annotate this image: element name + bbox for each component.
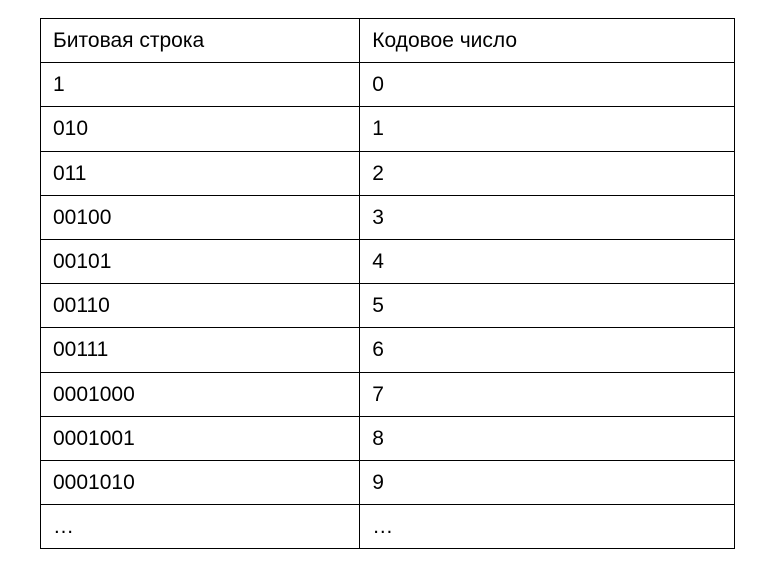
header-bitstring: Битовая строка bbox=[41, 19, 360, 63]
cell-bitstring: 00110 bbox=[41, 284, 360, 328]
cell-codenum: … bbox=[360, 505, 735, 549]
cell-codenum: 3 bbox=[360, 195, 735, 239]
cell-bitstring: 00100 bbox=[41, 195, 360, 239]
cell-bitstring: 010 bbox=[41, 107, 360, 151]
cell-codenum: 7 bbox=[360, 372, 735, 416]
table-row: 011 2 bbox=[41, 151, 735, 195]
cell-codenum: 2 bbox=[360, 151, 735, 195]
table-row: 0001001 8 bbox=[41, 416, 735, 460]
table-row: 010 1 bbox=[41, 107, 735, 151]
header-codenum: Кодовое число bbox=[360, 19, 735, 63]
cell-codenum: 8 bbox=[360, 416, 735, 460]
table-row: 00110 5 bbox=[41, 284, 735, 328]
cell-bitstring: 1 bbox=[41, 63, 360, 107]
cell-bitstring: 0001001 bbox=[41, 416, 360, 460]
cell-bitstring: 0001010 bbox=[41, 460, 360, 504]
cell-bitstring: 0001000 bbox=[41, 372, 360, 416]
code-table: Битовая строка Кодовое число 1 0 010 1 0… bbox=[40, 18, 735, 549]
cell-codenum: 4 bbox=[360, 239, 735, 283]
table-row: 0001000 7 bbox=[41, 372, 735, 416]
cell-bitstring: 00101 bbox=[41, 239, 360, 283]
cell-codenum: 6 bbox=[360, 328, 735, 372]
table-row: 00111 6 bbox=[41, 328, 735, 372]
cell-bitstring: … bbox=[41, 505, 360, 549]
cell-codenum: 0 bbox=[360, 63, 735, 107]
cell-codenum: 1 bbox=[360, 107, 735, 151]
table-row: 00101 4 bbox=[41, 239, 735, 283]
table-row: 0001010 9 bbox=[41, 460, 735, 504]
table-container: Битовая строка Кодовое число 1 0 010 1 0… bbox=[0, 0, 775, 578]
table-row: 00100 3 bbox=[41, 195, 735, 239]
cell-bitstring: 00111 bbox=[41, 328, 360, 372]
table-row: … … bbox=[41, 505, 735, 549]
table-header-row: Битовая строка Кодовое число bbox=[41, 19, 735, 63]
table-row: 1 0 bbox=[41, 63, 735, 107]
cell-codenum: 5 bbox=[360, 284, 735, 328]
cell-codenum: 9 bbox=[360, 460, 735, 504]
cell-bitstring: 011 bbox=[41, 151, 360, 195]
